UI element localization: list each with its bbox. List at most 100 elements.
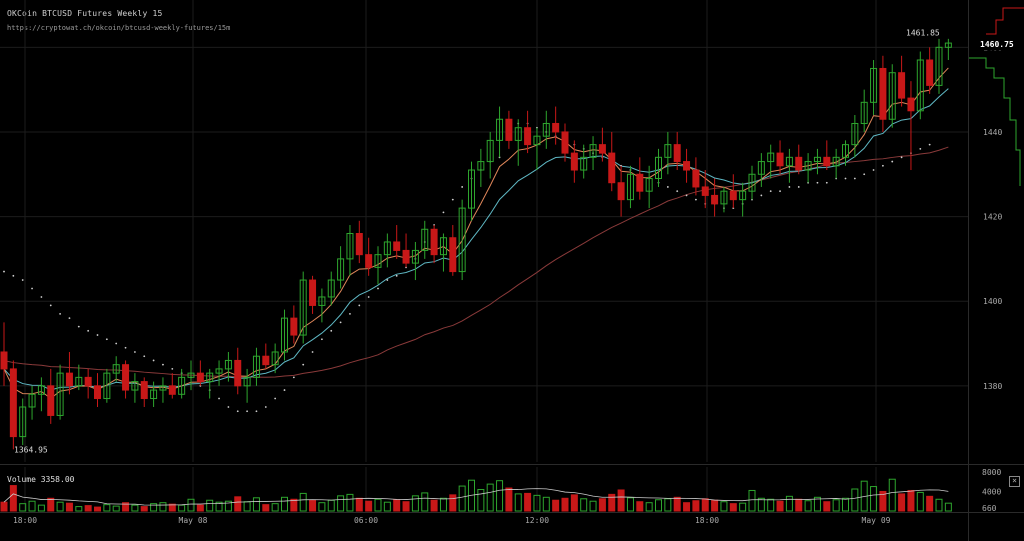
volume-bar [215,501,223,512]
candle-body [533,135,541,146]
volume-bar [37,504,45,512]
candle-body [449,237,457,273]
volume-bar [65,502,73,512]
psar-dot [367,296,370,298]
candle-body [673,144,681,163]
volume-bar [598,498,606,512]
psar-dot [49,304,52,307]
psar-dot [863,173,866,176]
candle-body [598,144,606,154]
candle-body [477,161,485,171]
ema-slow-line [3,88,949,391]
psar-dot [825,181,828,184]
current-price-box [969,37,1024,51]
volume-bar [673,496,681,512]
candle-body [757,161,765,175]
time-tick-label: 18:00 [13,516,37,525]
psar-dot [339,321,342,324]
candle-body [468,169,475,209]
sma-long-series [3,146,949,378]
volume-bar [430,499,438,512]
psar-dot [105,338,108,341]
volume-bar [299,492,307,512]
candle-body [823,156,831,167]
candle-body [486,139,494,163]
volume-bar [851,488,859,512]
volume-bar [56,501,64,512]
candle-body [767,152,775,163]
candle-body [907,97,915,112]
psar-dot [218,397,220,400]
volume-bar [262,504,270,512]
volume-bar [281,496,288,512]
volume-bar [664,498,672,512]
candle-body [84,376,92,387]
volume-bar [944,502,952,512]
candle-body [458,207,466,273]
volume-bar [496,480,504,512]
volume-label: Volume 3358.00 [7,475,74,484]
candle-body [589,144,597,158]
psar-dot [21,279,24,281]
psar-dot [12,274,15,277]
volume-bar [187,498,195,512]
psar-dot [676,190,679,193]
volume-bar [383,501,391,512]
candle-body [383,241,391,256]
candle-body [561,131,569,154]
volume-bar [9,485,17,512]
volume-bar [608,493,616,512]
volume-bar [505,487,513,512]
candle-body [795,156,803,171]
volume-bar [122,502,130,512]
volume-bar [309,499,317,512]
psar-dot [236,410,239,413]
candle-body [626,173,634,201]
volume-bar [701,498,709,512]
chart-url[interactable]: https://cryptowat.ch/okcoin/btcusd-weekl… [7,24,231,32]
candle-body [393,241,401,251]
chart-title: OKCoin BTCUSD Futures Weekly 15 [7,9,163,18]
volume-bar [290,498,298,512]
volume-bar [720,501,728,512]
candle-body [776,152,784,167]
volume-average [3,488,949,506]
current-price-label: 1460.75 [980,40,1014,49]
volume-close-icon[interactable]: × [1009,476,1020,487]
candle-body [28,393,36,408]
psar-dot [695,198,697,201]
volume-bar [626,497,634,512]
volume-bar [439,497,447,512]
psar-dot [77,325,80,328]
candle-body [234,359,242,387]
volume-bar [243,501,251,512]
volume-bar [19,503,27,512]
candle-body [785,156,793,167]
volume-bar [748,489,756,512]
psar-dot [283,389,286,391]
psar-dot [461,186,464,188]
volume-bar [804,500,812,512]
candle-body [122,364,130,391]
volume-bar [533,494,541,512]
candle-body [196,372,204,383]
time-tick-label: May 08 [179,516,208,525]
psar-dot [928,143,931,146]
psar-dot [68,317,71,320]
candle-body [281,317,288,353]
volume-bar [729,503,737,512]
candle-body [580,156,588,171]
volume-tick-label: 660 [982,504,997,513]
price-tick-label: 1400 [983,297,1002,306]
volume-bar [271,503,279,512]
psar-dot [816,181,819,184]
ema-fast-line [3,67,949,399]
price-tick-label: 1440 [983,128,1002,137]
candle-body [309,279,317,306]
candle-body [411,249,419,264]
volume-title: Volume [7,475,36,484]
volume-bar [542,496,550,512]
psar-dot [246,410,249,413]
psar-dot [666,186,669,188]
